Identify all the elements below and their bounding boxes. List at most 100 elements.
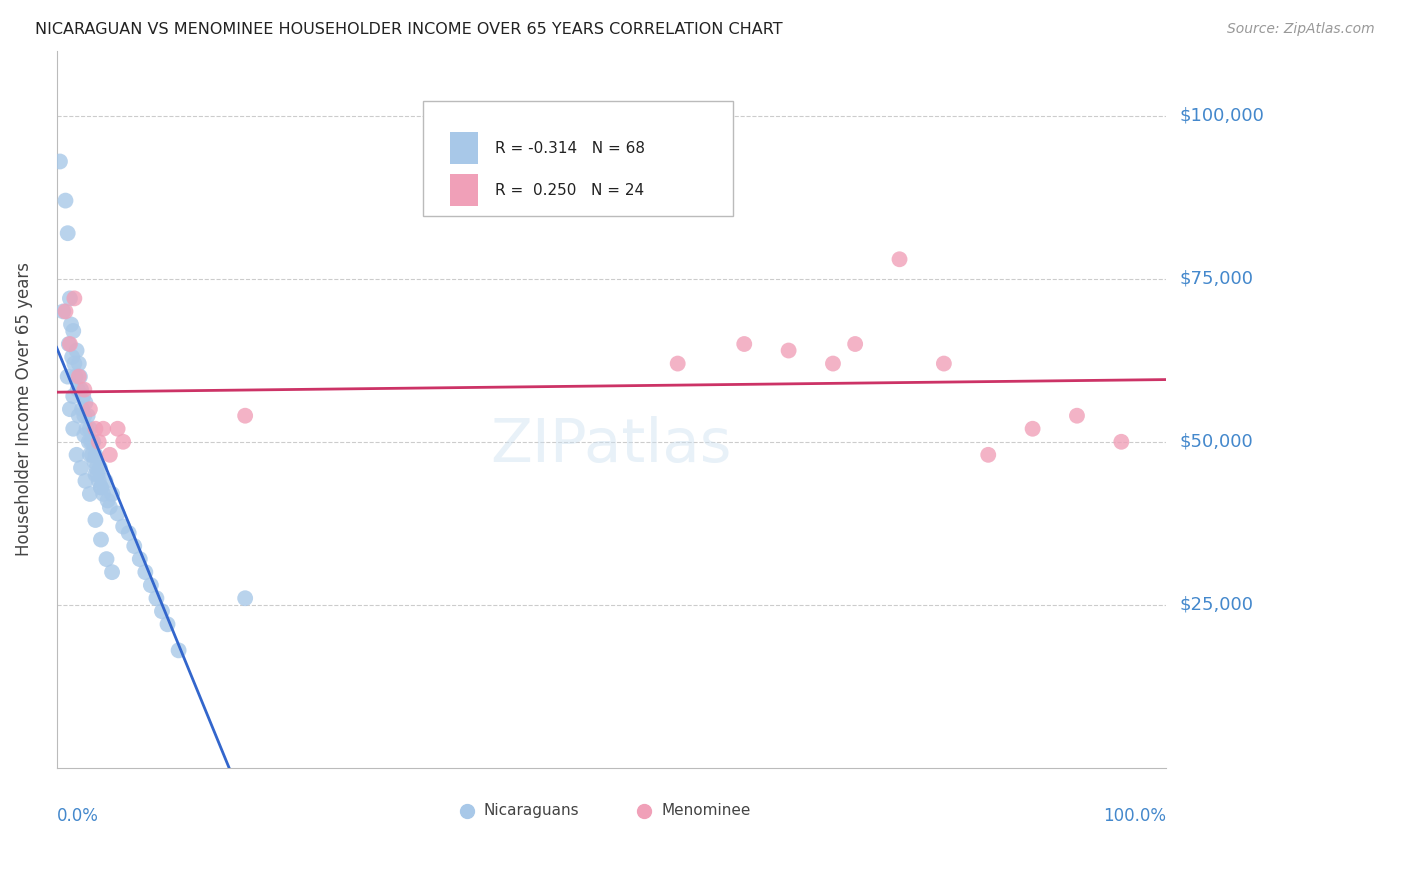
Point (73, 428, 96, 442)
Point (145, 591, 167, 606)
Point (118, 526, 141, 541)
Text: Menominee: Menominee (661, 803, 751, 818)
Point (82, 448, 104, 462)
Text: R = -0.314   N = 68: R = -0.314 N = 68 (495, 141, 645, 156)
Point (233, 591, 256, 606)
Point (844, 337, 866, 351)
Point (82, 434, 104, 449)
Point (101, 565, 124, 579)
Point (107, 507, 129, 521)
Point (112, 519, 135, 533)
Point (86, 467, 108, 482)
Point (139, 578, 162, 592)
Point (84, 467, 107, 482)
Point (63, 357, 86, 371)
Point (94, 474, 117, 488)
Point (83, 454, 105, 468)
Text: $100,000: $100,000 (1180, 107, 1264, 125)
Point (67, 357, 90, 371)
Point (79, 487, 101, 501)
Point (122, 539, 145, 553)
Point (134, 565, 156, 579)
Point (977, 448, 1000, 462)
Point (56, 226, 79, 240)
Point (128, 552, 150, 566)
Text: $75,000: $75,000 (1180, 269, 1254, 288)
Point (77, 434, 100, 449)
Point (107, 422, 129, 436)
Point (84, 448, 107, 462)
Text: NICARAGUAN VS MENOMINEE HOUSEHOLDER INCOME OVER 65 YEARS CORRELATION CHART: NICARAGUAN VS MENOMINEE HOUSEHOLDER INCO… (35, 22, 783, 37)
Point (80, 434, 103, 449)
Point (889, 252, 911, 267)
Point (733, 337, 755, 351)
Point (73, 383, 96, 397)
Point (65, 448, 87, 462)
Point (1111, 434, 1133, 449)
Point (59, 402, 82, 417)
Point (90, 480, 112, 494)
FancyBboxPatch shape (450, 132, 478, 164)
Point (821, 357, 844, 371)
Point (70, 383, 93, 397)
Point (1021, 422, 1043, 436)
Point (86, 461, 108, 475)
Point (91, 422, 114, 436)
Text: 0.0%: 0.0% (56, 807, 98, 825)
Point (70, 402, 93, 417)
Point (55, 194, 77, 208)
Point (75, 395, 97, 409)
Point (59, 337, 82, 351)
Point (49, 154, 72, 169)
Point (60, 350, 83, 364)
FancyBboxPatch shape (450, 174, 478, 206)
Point (96, 552, 118, 566)
Point (98, 500, 121, 514)
Text: 100.0%: 100.0% (1102, 807, 1166, 825)
Text: Source: ZipAtlas.com: Source: ZipAtlas.com (1227, 22, 1375, 37)
Point (778, 343, 800, 358)
Point (90, 533, 112, 547)
Text: $25,000: $25,000 (1180, 596, 1254, 614)
Point (84, 513, 107, 527)
Point (89, 461, 111, 475)
Point (76, 422, 98, 436)
Point (932, 357, 955, 371)
Point (73, 409, 96, 423)
Point (65, 369, 87, 384)
Point (97, 493, 120, 508)
Text: Nicaraguans: Nicaraguans (484, 803, 579, 818)
Point (55, 304, 77, 318)
Point (59, 292, 82, 306)
Point (156, 617, 179, 632)
Point (666, 357, 689, 371)
Point (79, 402, 101, 417)
Text: $50,000: $50,000 (1180, 433, 1253, 450)
Point (65, 343, 87, 358)
Point (56, 369, 79, 384)
Point (79, 448, 101, 462)
Point (90, 480, 112, 494)
Point (84, 422, 107, 436)
FancyBboxPatch shape (423, 101, 733, 216)
Point (70, 461, 93, 475)
Point (76, 409, 98, 423)
Point (91, 487, 114, 501)
Point (87, 434, 110, 449)
Y-axis label: Householder Income Over 65 years: Householder Income Over 65 years (15, 262, 32, 557)
Point (62, 324, 84, 338)
Point (63, 292, 86, 306)
Point (62, 389, 84, 403)
Point (69, 369, 91, 384)
Point (87, 474, 110, 488)
Point (98, 448, 121, 462)
Point (67, 409, 90, 423)
Point (233, 409, 256, 423)
Text: R =  0.250   N = 24: R = 0.250 N = 24 (495, 183, 644, 198)
Point (67, 369, 90, 384)
Point (75, 474, 97, 488)
Point (150, 604, 173, 618)
Point (58, 337, 80, 351)
Point (167, 643, 190, 657)
Point (52, 304, 75, 318)
